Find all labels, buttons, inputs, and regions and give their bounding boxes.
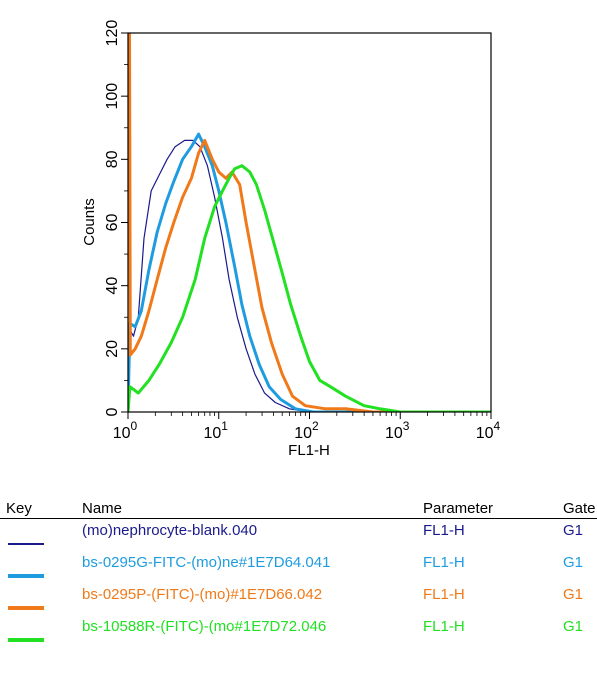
legend-row: (mo)nephrocyte-blank.040 FL1-H G1 <box>0 522 597 554</box>
legend-gate: G1 <box>563 554 584 571</box>
x-tick-label: 100 <box>113 419 138 442</box>
legend-parameter: FL1-H <box>423 522 465 539</box>
x-axis-title: FL1-H <box>288 442 330 459</box>
legend-parameter: FL1-H <box>423 586 465 603</box>
plot-frame <box>127 32 492 413</box>
legend-header-gate: Gate <box>563 500 596 517</box>
y-tick-label: 120 <box>104 20 121 47</box>
series-line-4 <box>128 164 491 412</box>
legend-header-row: Key Name Parameter Gate <box>0 500 597 532</box>
legend-parameter: FL1-H <box>423 554 465 571</box>
x-tick-label: 102 <box>294 419 319 442</box>
legend-row: bs-10588R-(FITC)-(mo#1E7D72.046 FL1-H G1 <box>0 618 597 650</box>
legend-swatch <box>8 574 44 578</box>
series-line-3 <box>128 33 491 412</box>
y-tick-label: 100 <box>104 83 121 110</box>
legend-row: bs-0295G-FITC-(mo)ne#1E7D64.041 FL1-H G1 <box>0 554 597 586</box>
y-tick-label: 40 <box>104 277 121 295</box>
legend-row: bs-0295P-(FITC)-(mo)#1E7D66.042 FL1-H G1 <box>0 586 597 618</box>
legend-header-key: Key <box>6 500 32 517</box>
legend-gate: G1 <box>563 522 584 539</box>
legend-gate: G1 <box>563 618 584 635</box>
legend-gate: G1 <box>563 586 584 603</box>
legend-name: bs-0295G-FITC-(mo)ne#1E7D64.041 <box>82 554 331 571</box>
legend-swatch <box>8 606 44 610</box>
y-axis-title: Counts <box>81 198 98 246</box>
x-tick-label: 104 <box>476 419 501 442</box>
x-tick-label: 101 <box>204 419 229 442</box>
legend-swatch <box>8 543 44 545</box>
legend-header-rule <box>0 518 597 519</box>
y-tick-label: 20 <box>104 340 121 358</box>
legend-parameter: FL1-H <box>423 618 465 635</box>
legend-name: bs-0295P-(FITC)-(mo)#1E7D66.042 <box>82 586 323 603</box>
y-tick-label: 80 <box>104 150 121 168</box>
legend-header-name: Name <box>82 500 123 517</box>
y-tick-label: 60 <box>104 214 121 232</box>
legend-name: bs-10588R-(FITC)-(mo#1E7D72.046 <box>82 618 327 635</box>
legend-swatch <box>8 638 44 642</box>
legend-name: (mo)nephrocyte-blank.040 <box>82 522 258 539</box>
y-tick-label: 0 <box>104 407 121 416</box>
histogram-chart: 100 101 102 103 104 0 20 40 60 80 100 120 FL1-H Co… <box>81 20 501 459</box>
series-line-1 <box>128 139 491 412</box>
legend-header-parameter: Parameter <box>423 500 494 517</box>
x-tick-label: 103 <box>385 419 410 442</box>
series-line-2 <box>128 132 491 412</box>
